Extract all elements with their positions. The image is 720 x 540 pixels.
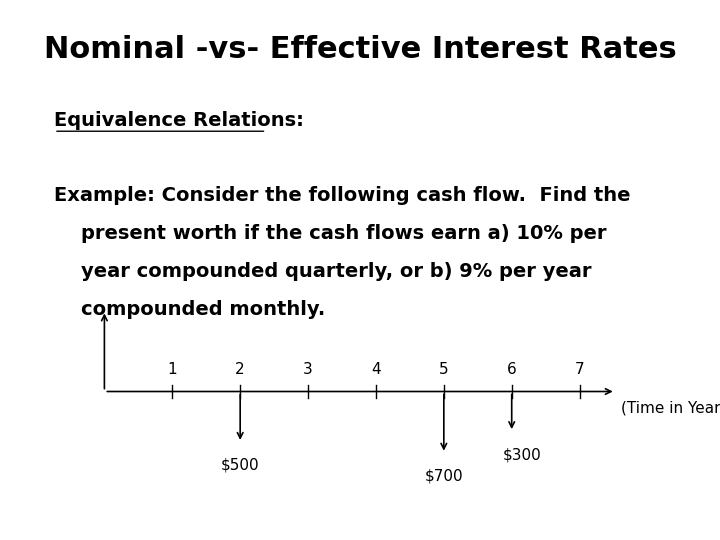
Text: 7: 7 [575, 362, 585, 377]
Text: year compounded quarterly, or b) 9% per year: year compounded quarterly, or b) 9% per … [54, 262, 592, 281]
Text: $300: $300 [503, 447, 542, 462]
Text: 1: 1 [168, 362, 177, 377]
Text: $700: $700 [425, 469, 463, 484]
Text: 6: 6 [507, 362, 516, 377]
Text: compounded monthly.: compounded monthly. [54, 300, 325, 319]
Text: present worth if the cash flows earn a) 10% per: present worth if the cash flows earn a) … [54, 224, 606, 243]
Text: 4: 4 [371, 362, 381, 377]
Text: Nominal -vs- Effective Interest Rates: Nominal -vs- Effective Interest Rates [44, 35, 676, 64]
Text: $500: $500 [221, 458, 259, 473]
Text: 5: 5 [439, 362, 449, 377]
Text: (Time in Years): (Time in Years) [621, 400, 720, 415]
Text: 3: 3 [303, 362, 313, 377]
Text: Example: Consider the following cash flow.  Find the: Example: Consider the following cash flo… [54, 186, 631, 205]
Text: Equivalence Relations:: Equivalence Relations: [54, 111, 304, 130]
Text: 2: 2 [235, 362, 245, 377]
